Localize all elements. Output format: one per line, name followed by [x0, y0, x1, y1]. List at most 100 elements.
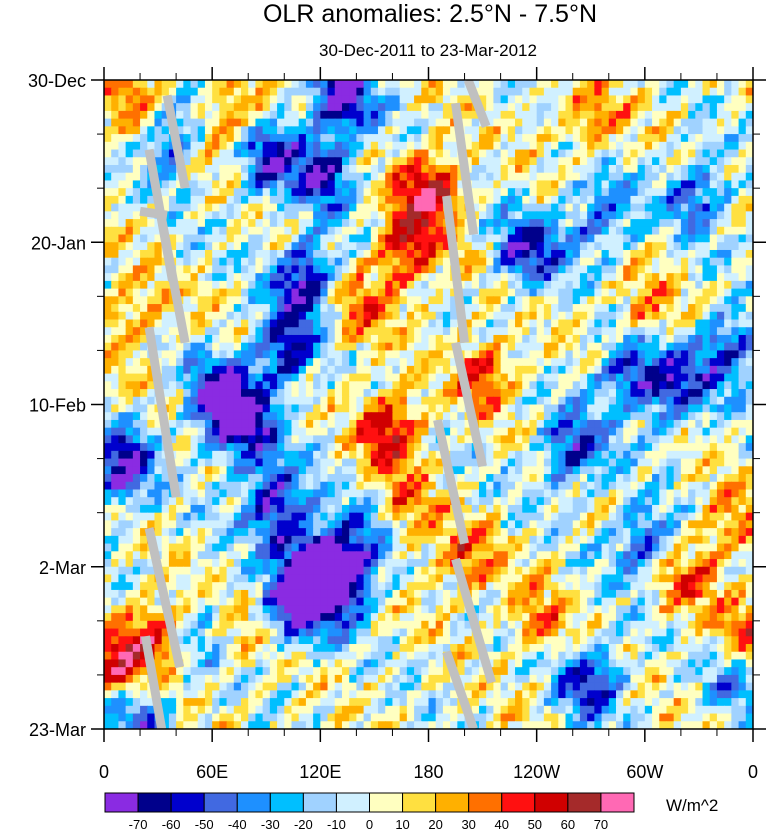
heatmap-cell: [140, 466, 148, 475]
heatmap-cell: [334, 373, 343, 382]
heatmap-cell: [493, 358, 502, 367]
heatmap-cell: [515, 311, 523, 321]
heatmap-cell: [652, 481, 660, 491]
heatmap-cell: [572, 188, 581, 197]
heatmap-cell: [226, 412, 235, 421]
heatmap-cell: [132, 211, 141, 220]
heatmap-cell: [709, 280, 718, 290]
heatmap-cell: [284, 211, 293, 220]
heatmap-cell: [305, 242, 314, 251]
heatmap-cell: [745, 319, 753, 328]
heatmap-cell: [161, 288, 170, 297]
heatmap-cell: [291, 319, 300, 328]
heatmap-cell: [241, 466, 249, 475]
heatmap-cell: [204, 319, 213, 328]
heatmap-cell: [392, 474, 401, 483]
heatmap-cell: [601, 157, 610, 166]
heatmap-cell: [132, 188, 141, 197]
heatmap-cell: [515, 373, 523, 382]
heatmap-cell: [140, 257, 148, 267]
heatmap-cell: [284, 226, 293, 236]
heatmap-cell: [637, 157, 646, 166]
heatmap-cell: [688, 219, 696, 228]
heatmap-cell: [392, 466, 401, 475]
heatmap-cell: [666, 149, 675, 158]
heatmap-cell: [168, 334, 177, 344]
heatmap-cell: [125, 118, 134, 127]
heatmap-cell: [680, 419, 689, 429]
heatmap-cell: [486, 141, 494, 151]
heatmap-cell: [421, 234, 430, 243]
heatmap-cell: [392, 180, 401, 189]
heatmap-cell: [608, 226, 617, 236]
heatmap-cell: [644, 481, 653, 491]
heatmap-cell: [428, 134, 437, 143]
heatmap-cell: [724, 458, 732, 467]
heatmap-cell: [140, 427, 148, 437]
heatmap-cell: [464, 118, 473, 127]
heatmap-cell: [565, 242, 574, 251]
heatmap-cell: [428, 80, 437, 89]
heatmap-cell: [226, 334, 235, 344]
heatmap-cell: [363, 203, 372, 212]
heatmap-cell: [587, 110, 595, 120]
heatmap-cell: [745, 219, 753, 228]
heatmap-cell: [724, 435, 732, 444]
heatmap-cell: [731, 164, 740, 174]
heatmap-cell: [414, 280, 422, 290]
heatmap-cell: [233, 319, 242, 328]
heatmap-cell: [515, 497, 523, 506]
heatmap-cell: [659, 265, 668, 274]
heatmap-cell: [522, 80, 531, 89]
heatmap-cell: [659, 157, 668, 166]
heatmap-cell: [241, 149, 249, 158]
heatmap-cell: [666, 257, 675, 267]
heatmap-cell: [673, 219, 682, 228]
heatmap-cell: [558, 358, 567, 367]
heatmap-cell: [529, 188, 538, 197]
heatmap-cell: [111, 319, 120, 328]
heatmap-cell: [356, 110, 365, 120]
heatmap-cell: [327, 365, 336, 375]
heatmap-cell: [356, 188, 365, 197]
heatmap-cell: [305, 481, 314, 491]
heatmap-cell: [291, 257, 300, 267]
heatmap-cell: [370, 474, 379, 483]
heatmap-cell: [450, 188, 458, 197]
heatmap-cell: [493, 311, 502, 321]
heatmap-cell: [334, 396, 343, 406]
heatmap-cell: [399, 450, 408, 460]
heatmap-cell: [450, 419, 458, 429]
heatmap-cell: [702, 195, 711, 205]
heatmap-cell: [709, 87, 718, 97]
heatmap-cell: [493, 242, 502, 251]
heatmap-cell: [630, 195, 639, 205]
heatmap-cell: [529, 288, 538, 297]
heatmap-cell: [226, 87, 235, 97]
heatmap-cell: [298, 219, 307, 228]
heatmap-cell: [327, 474, 336, 483]
heatmap-cell: [298, 226, 307, 236]
heatmap-cell: [399, 419, 408, 429]
heatmap-cell: [291, 342, 300, 352]
heatmap-cell: [363, 164, 372, 174]
heatmap-cell: [507, 327, 516, 336]
heatmap-cell: [284, 334, 293, 344]
heatmap-cell: [709, 95, 718, 104]
heatmap-cell: [507, 80, 516, 89]
heatmap-cell: [147, 219, 156, 228]
heatmap-cell: [399, 257, 408, 267]
heatmap-cell: [500, 435, 509, 444]
heatmap-cell: [341, 489, 350, 498]
heatmap-cell: [269, 134, 278, 143]
heatmap-cell: [104, 242, 112, 251]
heatmap-cell: [298, 280, 307, 290]
heatmap-cell: [522, 249, 531, 259]
heatmap-cell: [536, 211, 545, 220]
heatmap-cell: [486, 242, 494, 251]
heatmap-cell: [204, 234, 213, 243]
heatmap-cell: [204, 211, 213, 220]
heatmap-cell: [688, 149, 696, 158]
heatmap-cell: [399, 80, 408, 89]
heatmap-cell: [450, 211, 458, 220]
